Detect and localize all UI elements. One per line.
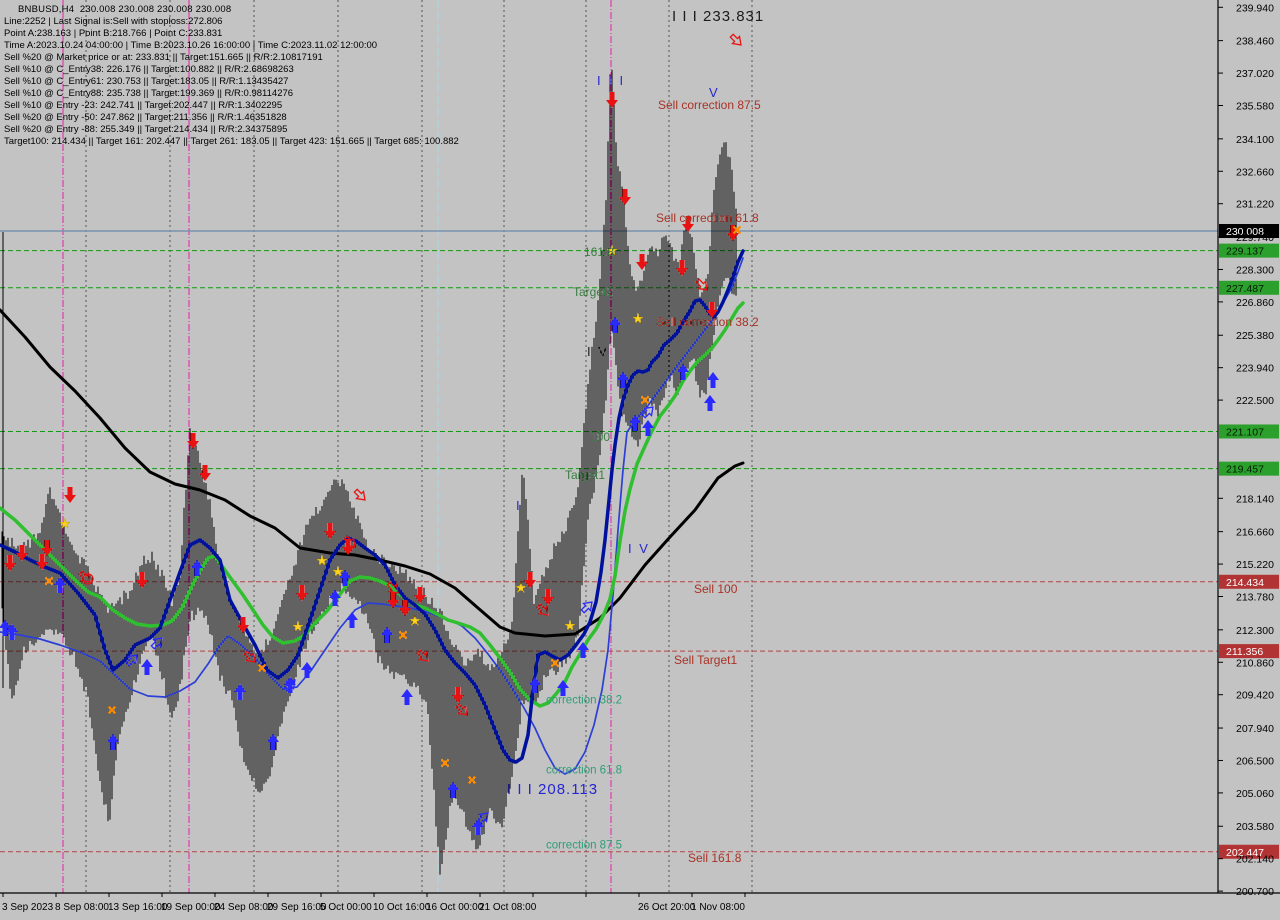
svg-text:237.020: 237.020: [1236, 68, 1274, 80]
time-vlines: [62, 0, 612, 893]
svg-text:230.008: 230.008: [1226, 226, 1264, 238]
svg-text:1 Nov 08:00: 1 Nov 08:00: [691, 902, 745, 913]
svg-text:3 Sep 2023: 3 Sep 2023: [2, 902, 54, 913]
svg-text:29 Sep 16:00: 29 Sep 16:00: [267, 902, 327, 913]
svg-text:231.220: 231.220: [1236, 199, 1274, 211]
svg-text:24 Sep 08:00: 24 Sep 08:00: [214, 902, 274, 913]
svg-text:207.940: 207.940: [1236, 723, 1274, 735]
svg-text:13 Sep 16:00: 13 Sep 16:00: [108, 902, 168, 913]
svg-text:I V: I V: [587, 344, 609, 359]
svg-text:239.940: 239.940: [1236, 2, 1274, 14]
svg-text:212.300: 212.300: [1236, 625, 1274, 637]
svg-text:26 Oct 20:00: 26 Oct 20:00: [638, 902, 696, 913]
svg-text:219.457: 219.457: [1226, 464, 1264, 476]
svg-text:206.500: 206.500: [1236, 755, 1274, 767]
svg-text:229.740: 229.740: [1236, 232, 1274, 244]
ma-black-line: [0, 308, 745, 638]
ma-thinblue-line: [0, 257, 744, 775]
svg-text:161.8: 161.8: [584, 245, 614, 259]
svg-text:5 Oct 00:00: 5 Oct 00:00: [320, 902, 372, 913]
svg-text:Sell Target1: Sell Target1: [674, 653, 737, 667]
svg-text:I I I: I I I: [597, 73, 625, 88]
svg-text:★: ★: [515, 580, 527, 595]
svg-text:209.420: 209.420: [1236, 690, 1274, 702]
svg-text:Target2: Target2: [573, 285, 613, 299]
svg-text:202.447: 202.447: [1226, 847, 1264, 859]
svg-text:235.580: 235.580: [1236, 101, 1274, 113]
svg-text:226.860: 226.860: [1236, 297, 1274, 309]
svg-text:★: ★: [316, 553, 328, 568]
svg-text:★: ★: [332, 564, 344, 579]
svg-text:238.460: 238.460: [1236, 36, 1274, 48]
ma-navy-line: [0, 249, 745, 764]
svg-text:214.434: 214.434: [1226, 577, 1264, 589]
svg-text:232.660: 232.660: [1236, 166, 1274, 178]
svg-text:I I I 208.113: I I I 208.113: [507, 781, 598, 798]
svg-text:I: I: [516, 498, 522, 513]
price-axis[interactable]: 230.008 229.137 227.487 221.107 219.457 214.4…: [0, 0, 1280, 898]
svg-text:202.140: 202.140: [1236, 854, 1274, 866]
svg-text:203.580: 203.580: [1236, 821, 1274, 833]
svg-text:223.940: 223.940: [1236, 363, 1274, 375]
svg-text:210.860: 210.860: [1236, 657, 1274, 669]
svg-text:V: V: [709, 85, 720, 100]
svg-text:Sell correction 61.8: Sell correction 61.8: [656, 211, 759, 225]
svg-text:10 Oct 16:00: 10 Oct 16:00: [373, 902, 431, 913]
svg-text:★: ★: [59, 516, 71, 531]
svg-text:221.107: 221.107: [1226, 426, 1264, 438]
svg-text:correction 61.8: correction 61.8: [546, 765, 622, 777]
svg-text:★: ★: [564, 618, 576, 633]
svg-text:216.660: 216.660: [1236, 527, 1274, 539]
svg-text:222.500: 222.500: [1236, 395, 1274, 407]
svg-text:Sell 100: Sell 100: [694, 582, 738, 596]
svg-text:100: 100: [590, 430, 610, 444]
svg-text:228.300: 228.300: [1236, 264, 1274, 276]
svg-text:★: ★: [409, 613, 421, 628]
level-lines[interactable]: [0, 230, 1218, 853]
svg-text:21 Oct 08:00: 21 Oct 08:00: [479, 902, 537, 913]
svg-text:correction 87.5: correction 87.5: [546, 840, 622, 852]
svg-text:225.380: 225.380: [1236, 330, 1274, 342]
signal-markers: ★ ★ ★ ★ ★ ★ ★ ★ ★: [0, 33, 742, 835]
svg-text:★: ★: [292, 619, 304, 634]
svg-text:19 Sep 00:00: 19 Sep 00:00: [161, 902, 221, 913]
svg-text:215.220: 215.220: [1236, 559, 1274, 571]
svg-text:205.060: 205.060: [1236, 788, 1274, 800]
svg-text:213.780: 213.780: [1236, 592, 1274, 604]
svg-text:200.700: 200.700: [1236, 886, 1274, 898]
svg-text:218.140: 218.140: [1236, 493, 1274, 505]
svg-text:211.356: 211.356: [1226, 646, 1263, 658]
svg-text:★: ★: [606, 243, 618, 258]
svg-text:Sell correction 38.2: Sell correction 38.2: [656, 315, 759, 329]
svg-text:227.487: 227.487: [1226, 283, 1264, 295]
grid-layer: [85, 0, 753, 893]
svg-text:8 Sep 08:00: 8 Sep 08:00: [55, 902, 109, 913]
svg-text:234.100: 234.100: [1236, 134, 1274, 146]
svg-text:★: ★: [632, 311, 644, 326]
svg-text:Target1: Target1: [565, 468, 605, 482]
svg-text:Sell correction 87.5: Sell correction 87.5: [658, 98, 761, 112]
svg-text:16 Oct 00:00: 16 Oct 00:00: [426, 902, 484, 913]
svg-text:I V: I V: [628, 541, 650, 556]
svg-text:I I I 233.831: I I I 233.831: [672, 8, 764, 25]
ma-green-line: [0, 301, 745, 708]
svg-text:correction 38.2: correction 38.2: [546, 695, 622, 707]
svg-text:Sell 161.8: Sell 161.8: [688, 851, 742, 865]
svg-text:229.137: 229.137: [1226, 246, 1264, 258]
